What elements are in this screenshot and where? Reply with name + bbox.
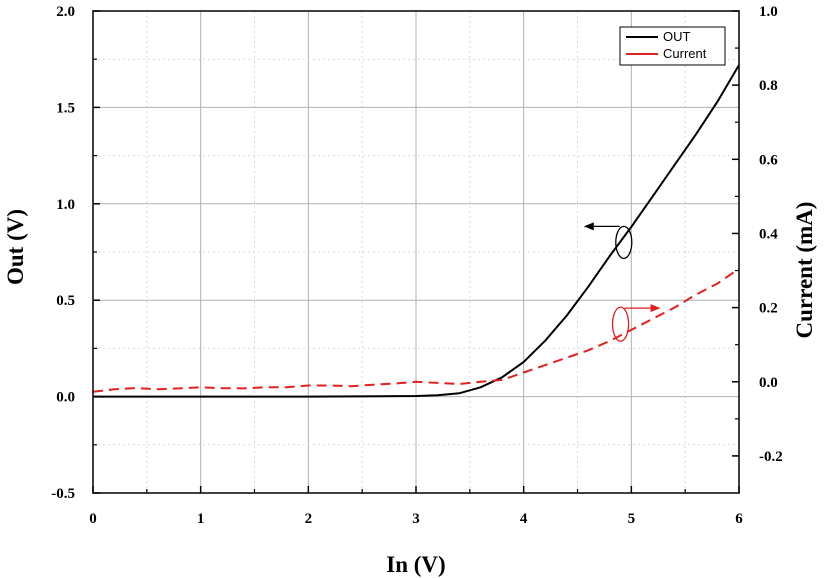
- series-layer: [92, 64, 740, 398]
- out-annotation-ellipse: [615, 225, 633, 260]
- y-tick-label: -0.5: [51, 486, 75, 502]
- x-tick-label: 5: [628, 511, 636, 527]
- out-annotation-arrowhead-left: [583, 222, 594, 231]
- x-tick-label: 1: [197, 511, 205, 527]
- legend: OUT Current: [619, 26, 726, 66]
- y2-tick-label: -0.2: [759, 449, 783, 465]
- annotation-layer: [583, 222, 661, 342]
- x-tick-label: 3: [412, 511, 420, 527]
- y2-tick-label: 1.0: [759, 4, 778, 20]
- legend-label-out: OUT: [663, 29, 691, 44]
- current-annotation-ellipse: [611, 306, 630, 342]
- legend-label-current: Current: [663, 46, 707, 61]
- y2-tick-label: 0.0: [759, 375, 778, 391]
- y2-axis-title: Current (mA): [792, 202, 817, 339]
- ticks: 0 1 2 3 4 5 6 -0.5 0.0 0.5 1.0 1.5 2.0 -0.2 0.0 0.2 0.4 0…: [51, 4, 783, 527]
- y2-tick-label: 0.6: [759, 152, 778, 168]
- x-tick-label: 4: [520, 511, 528, 527]
- x-axis-title: In (V): [386, 552, 445, 577]
- y-tick-label: 0.0: [56, 390, 75, 406]
- y-axis-title: Out (V): [3, 209, 28, 285]
- grid: [93, 11, 739, 493]
- y-tick-label: 1.5: [56, 100, 75, 116]
- y2-tick-label: 0.8: [759, 78, 778, 94]
- y-tick-label: 0.5: [56, 293, 75, 309]
- y-tick-label: 2.0: [56, 4, 75, 20]
- series-line-out: [93, 64, 740, 398]
- x-tick-label: 6: [735, 511, 743, 527]
- y2-tick-label: 0.4: [759, 226, 778, 242]
- current-annotation-arrowhead-right: [650, 304, 661, 313]
- series-line-current: [92, 267, 740, 393]
- x-tick-label: 0: [89, 511, 97, 527]
- y-tick-label: 1.0: [56, 197, 75, 213]
- legend-box: [619, 26, 726, 66]
- y2-tick-label: 0.2: [759, 301, 778, 317]
- x-tick-label: 2: [305, 511, 313, 527]
